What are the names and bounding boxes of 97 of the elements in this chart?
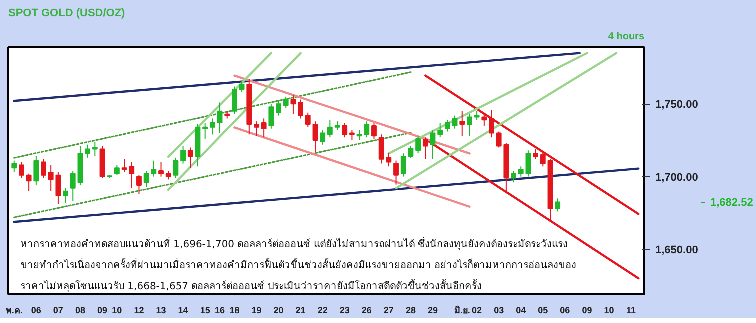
x-tick-label: 14 [178, 306, 188, 316]
x-tick-label: 11 [626, 306, 636, 316]
candlestick [41, 158, 46, 179]
x-tick-label: 10 [112, 306, 122, 316]
candlestick [290, 94, 296, 115]
x-tick-label: 06 [560, 306, 570, 316]
candlestick [122, 158, 128, 173]
x-tick-label: มิ.ย. [454, 306, 470, 316]
candlestick [320, 130, 326, 146]
candlestick [180, 146, 186, 164]
x-tick-label: 05 [538, 306, 548, 316]
candlestick [85, 144, 91, 158]
candlestick [129, 162, 135, 189]
candlestick [70, 170, 76, 202]
chart-subtitle: 4 hours [608, 32, 645, 42]
candlestick [438, 122, 444, 138]
candlestick [350, 130, 355, 141]
candlestick [232, 86, 238, 115]
candlestick [394, 160, 399, 186]
candlestick [460, 110, 466, 137]
candlestick [408, 146, 414, 158]
y-tick-label: 1,700.00 [656, 172, 698, 184]
candlestick [276, 100, 282, 116]
candlestick [372, 122, 377, 140]
x-tick-label: 27 [384, 306, 394, 316]
candlestick [555, 198, 561, 212]
candlestick [444, 120, 450, 132]
x-tick-label: 22 [318, 306, 328, 316]
x-tick-label: 12 [134, 306, 144, 316]
candlestick [210, 118, 216, 136]
x-tick-label: 02 [472, 306, 482, 316]
x-tick-label: 29 [428, 306, 438, 316]
candlestick [305, 112, 311, 128]
x-tick-label: 09 [98, 306, 108, 316]
x-tick-label: 19 [252, 306, 262, 316]
candlestick [400, 153, 406, 178]
candlestick [202, 122, 208, 140]
candlestick [12, 160, 18, 173]
x-tick-label: 09 [582, 306, 592, 316]
candlestick [467, 114, 472, 137]
candlestick [34, 156, 40, 186]
candlestick [482, 114, 488, 126]
candlestick [158, 162, 164, 178]
y-tick-label: 1,750.00 [656, 99, 698, 112]
candlestick [342, 122, 348, 138]
candlestick [533, 148, 539, 160]
candlestick [416, 136, 422, 154]
candlestick [254, 121, 260, 137]
annotation: หากราคาทองคำทดสอบแนวต้านที่ 1,696-1,700 ดอลลาร์ต่อออนซ์ แต่ยังไม่สามารถผ่านได้ ซึ่งนักลงทุนยังคงต้องระมัดระวังแรง [20, 236, 568, 250]
x-tick-label: 15 [200, 306, 210, 316]
chart-title: SPOT GOLD (USD/OZ) [8, 8, 126, 20]
candlestick [268, 104, 274, 130]
x-tick-label: 06 [31, 306, 42, 316]
x-tick-label: พ.ค. [6, 306, 23, 316]
candlestick [327, 120, 333, 138]
candlestick [19, 162, 24, 179]
candlestick [518, 166, 524, 178]
candlestick [63, 188, 68, 204]
candlestick [144, 170, 150, 188]
y-tick-label: 1,650.00 [656, 244, 698, 256]
x-tick-label: 23 [340, 306, 350, 316]
candlestick [92, 141, 98, 157]
candlestick [312, 121, 318, 153]
x-tick-label: 16 [215, 306, 226, 316]
candlestick [511, 170, 516, 184]
candlestick [430, 130, 436, 160]
candlestick [114, 164, 120, 176]
text: 1,682.52 [710, 197, 754, 210]
candlestick [239, 80, 245, 94]
x-tick-label: 13 [156, 306, 166, 316]
candlestick [173, 157, 179, 179]
x-tick-label: 18 [230, 306, 240, 316]
x-tick-label: 04 [516, 306, 526, 316]
candlestick [298, 99, 304, 120]
candlestick [283, 96, 289, 110]
x-tick-label: 20 [274, 306, 284, 316]
x-tick-label: 08 [75, 306, 86, 316]
candlestick [261, 118, 267, 138]
candlestick [540, 152, 546, 168]
candlestick [217, 102, 223, 134]
candlestick [364, 121, 370, 138]
x-tick-label: 07 [53, 306, 64, 316]
annotation: ขายทำกำไรเนื่องจากครั้งที่ผ่านมาเมื่อราคาทองคำมีการฟื้นตัวขึ้นช่วงสั้นยังคงมีแรงขายออกมา อย่างไรก็ตามหากการอ่อนลงของ [20, 258, 577, 272]
annotation: ราคาไม่หลุดโซนแนวรับ 1,668-1,657 ดอลลาร์ต่อออนซ์ ประเมินว่าราคายังมีโอกาสดีดตัวขึ้นช่วงสั้นอีกครั้ง [20, 278, 482, 292]
candlestick [489, 109, 494, 138]
candlestick [526, 150, 532, 178]
x-tick-label: 03 [494, 306, 504, 316]
candlestick [26, 173, 32, 192]
x-tick-label: 26 [362, 306, 372, 316]
candlestick [151, 160, 157, 178]
x-tick-label: 10 [604, 306, 614, 316]
candlestick [136, 174, 142, 195]
x-tick-label: 28 [406, 306, 416, 316]
candlestick [452, 115, 458, 130]
x-tick-label: 21 [296, 306, 306, 316]
candlestick [356, 130, 362, 141]
candlestick [188, 147, 194, 169]
